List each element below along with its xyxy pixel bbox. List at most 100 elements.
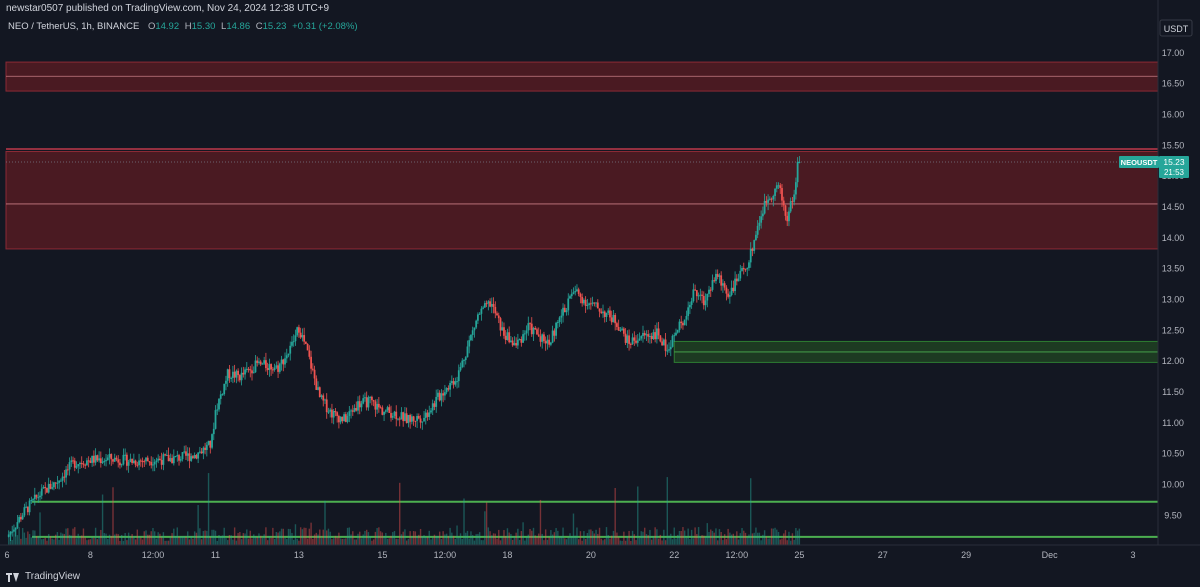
symbol-name[interactable]: NEO / TetherUS, 1h, BINANCE: [8, 21, 140, 32]
volume-bar: [760, 540, 762, 545]
volume-bar: [732, 533, 735, 545]
volume-bar: [263, 534, 265, 545]
candle-body: [485, 303, 488, 305]
candle-body: [299, 332, 302, 338]
candle-body: [273, 367, 276, 370]
volume-bar: [237, 533, 239, 545]
volume-bar: [723, 534, 726, 545]
candle-body: [304, 341, 307, 344]
volume-bar: [143, 531, 145, 545]
candle-body: [291, 341, 293, 346]
volume-bar: [635, 540, 637, 545]
volume-bar: [392, 532, 394, 545]
volume-bar: [685, 537, 688, 545]
volume-bar: [690, 529, 693, 545]
volume-bar: [101, 494, 104, 545]
candle-body: [701, 294, 703, 296]
candle-body: [96, 455, 99, 461]
candle-body: [198, 451, 201, 453]
time-tick-label: 18: [502, 550, 512, 560]
candle-body: [794, 182, 797, 195]
candle-body: [103, 460, 106, 462]
volume-bar: [242, 533, 245, 545]
currency-box[interactable]: [1159, 19, 1193, 37]
candle-body: [292, 341, 295, 343]
candle-body: [581, 296, 584, 304]
candle-body: [617, 326, 620, 331]
volume-bar: [223, 527, 225, 545]
volume-bar: [312, 538, 314, 545]
volume-bar: [197, 505, 199, 545]
candle-body: [661, 341, 663, 346]
price-tick-label: 13.50: [1162, 264, 1185, 274]
candle-body: [753, 240, 756, 251]
candle-body: [47, 483, 50, 493]
footer-brand[interactable]: TradingView: [6, 570, 80, 584]
candle-body: [567, 298, 570, 311]
volume-bar: [736, 531, 738, 545]
volume-bar: [637, 486, 639, 545]
price-tick-label: 12.00: [1162, 356, 1185, 366]
candle-body: [284, 358, 286, 365]
volume-bar: [430, 539, 432, 545]
volume-bar: [715, 528, 717, 545]
candle-body: [595, 302, 597, 304]
volume-bar: [447, 536, 450, 545]
candle-body: [101, 461, 104, 463]
candle-body: [525, 330, 528, 334]
candle-body: [737, 278, 740, 282]
volume-bar: [440, 539, 443, 545]
candle-body: [487, 301, 490, 304]
volume-bar: [713, 532, 715, 545]
volume-bar: [346, 527, 349, 545]
candle-body: [393, 411, 396, 416]
volume-bar: [235, 540, 238, 545]
publisher-text: newstar0507 published on TradingView.com…: [6, 3, 330, 14]
candle-body: [443, 392, 446, 396]
candle-body: [238, 375, 241, 381]
volume-bar: [367, 532, 370, 545]
candle-body: [54, 482, 57, 484]
candle-body: [513, 343, 516, 346]
volume-bar: [110, 536, 112, 545]
volume-bar: [284, 537, 286, 545]
resistance-zone[interactable]: [5, 151, 1159, 250]
candle-body: [331, 409, 333, 418]
candle-body: [70, 460, 73, 463]
candle-body: [218, 398, 220, 410]
candle-body: [744, 269, 747, 271]
candle-body: [202, 447, 205, 454]
time-tick-label: 27: [878, 550, 888, 560]
volume-bar: [296, 538, 298, 545]
candle-body: [315, 378, 318, 390]
candle-body: [499, 318, 502, 331]
candle-body: [87, 460, 90, 462]
candle-body: [353, 408, 356, 412]
volume-bar: [631, 530, 634, 545]
volume-bar: [348, 527, 351, 545]
candle-body: [30, 500, 33, 502]
candle-body: [200, 451, 203, 454]
candle-body: [423, 417, 425, 422]
volume-bar: [353, 539, 356, 545]
candle-body: [313, 369, 316, 379]
volume-bar: [253, 534, 255, 545]
candle-body: [655, 328, 658, 340]
volume-bar: [458, 537, 460, 545]
volume-bar: [251, 538, 253, 545]
volume-bar: [220, 536, 222, 545]
candle-body: [756, 225, 759, 235]
candle-body: [678, 321, 681, 331]
volume-bar: [405, 540, 408, 545]
volume-bar: [751, 533, 754, 545]
volume-bar: [774, 527, 776, 545]
candle-body: [470, 334, 472, 341]
candle-body: [82, 463, 85, 465]
volume-bar: [750, 478, 752, 545]
volume-bar: [127, 532, 130, 545]
volume-bar: [82, 528, 85, 545]
candle-body: [777, 185, 780, 187]
volume-bar: [385, 532, 387, 545]
volume-bar: [551, 534, 554, 545]
